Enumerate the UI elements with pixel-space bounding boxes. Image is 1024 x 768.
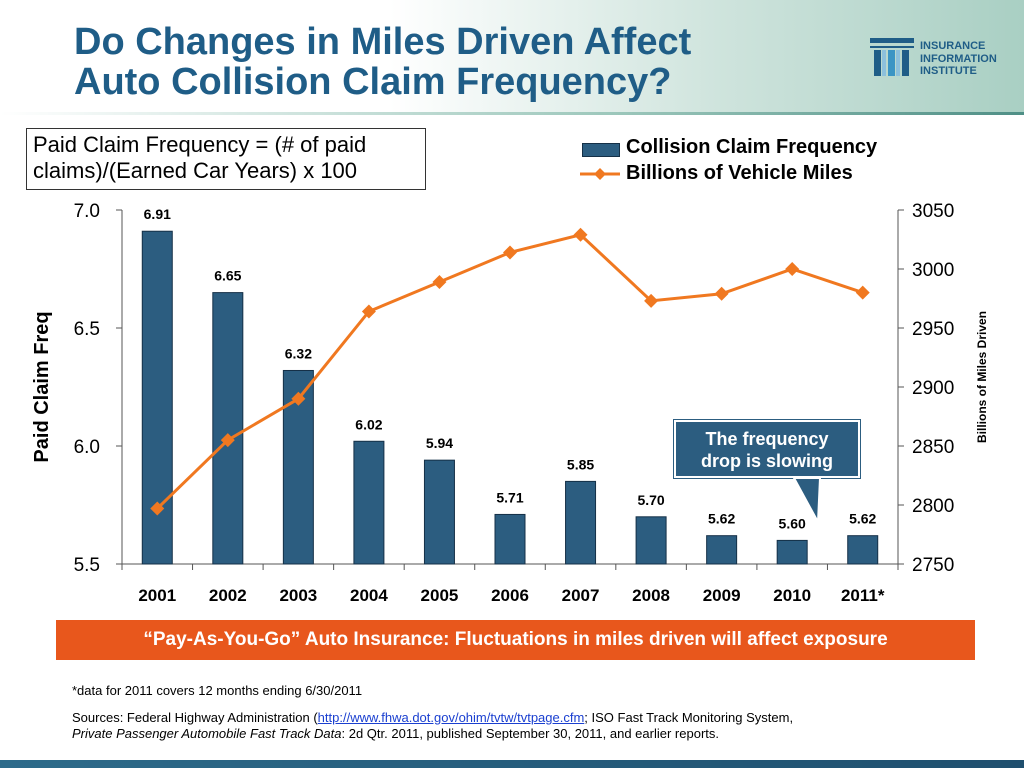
x-tick-label: 2005 <box>421 586 459 605</box>
header-band <box>0 0 1024 112</box>
legend-label-line: Billions of Vehicle Miles <box>626 162 853 184</box>
logo-text: INSURANCE INFORMATION INSTITUTE <box>920 40 997 78</box>
sources-note: Sources: Federal Highway Administration … <box>72 710 992 742</box>
y2-axis-title: Billions of Miles Driven <box>975 311 989 443</box>
x-tick-label: 2003 <box>279 586 317 605</box>
line-point <box>432 274 447 289</box>
definition-line-2: claims)/(Earned Car Years) x 100 <box>33 158 358 183</box>
footnote: *data for 2011 covers 12 months ending 6… <box>72 683 363 698</box>
left-tick-label: 6.5 <box>74 319 100 340</box>
page-title: Do Changes in Miles Driven Affect Auto C… <box>74 22 691 102</box>
legend-label-bar: Collision Claim Frequency <box>626 136 878 158</box>
fhwa-link[interactable]: http://www.fhwa.dot.gov/ohim/tvtw/tvtpag… <box>317 710 585 725</box>
callout-pointer <box>792 477 822 526</box>
x-tick-label: 2001 <box>138 586 176 605</box>
bar-value-label: 6.02 <box>355 416 382 432</box>
title-line-2: Auto Collision Claim Frequency? <box>74 61 672 103</box>
x-tick-label: 2002 <box>209 586 247 605</box>
logo-line-1: INSURANCE <box>920 40 986 52</box>
logo-line-3: INSTITUTE <box>920 65 977 77</box>
bar-value-label: 6.65 <box>214 268 241 284</box>
sources-suffix: : 2d Qtr. 2011, published September 30, … <box>341 726 719 741</box>
bar <box>565 480 597 565</box>
footer-rule <box>0 760 1024 768</box>
x-tick-label: 2009 <box>703 586 741 605</box>
callout-line-1: The frequency <box>705 429 829 449</box>
line-point <box>785 262 800 276</box>
callout-line-2: drop is slowing <box>700 451 833 471</box>
line-point <box>644 293 659 308</box>
left-tick-label: 5.5 <box>74 555 100 576</box>
exposure-banner: “Pay-As-You-Go” Auto Insurance: Fluctuat… <box>56 620 975 660</box>
x-tick-label: 2004 <box>350 586 388 605</box>
definition-line-1: Paid Claim Frequency = (# of paid <box>33 132 367 157</box>
line-point <box>150 501 165 516</box>
bar-value-label: 5.94 <box>426 435 453 451</box>
line-point <box>855 285 870 300</box>
bar <box>494 513 526 565</box>
logo-line-2: INFORMATION <box>920 52 997 65</box>
x-tick-label: 2007 <box>562 586 600 605</box>
bar-value-label: 5.85 <box>567 456 594 472</box>
y-axis-title: Paid Claim Freq <box>31 311 53 462</box>
callout-box: The frequency drop is slowing <box>674 420 860 478</box>
right-tick-label: 2850 <box>912 437 954 458</box>
bar <box>635 516 667 565</box>
legend-line-swatch <box>580 168 620 180</box>
left-tick-label: 7.0 <box>74 201 100 222</box>
x-tick-label: 2008 <box>632 586 670 605</box>
right-tick-label: 2900 <box>912 378 954 399</box>
right-tick-label: 3000 <box>912 260 954 281</box>
line-point <box>291 391 306 406</box>
title-line-1: Do Changes in Miles Driven Affect <box>74 21 692 63</box>
bar-value-label: 5.71 <box>496 489 523 505</box>
line-point <box>714 286 729 301</box>
right-tick-label: 3050 <box>912 201 954 222</box>
right-tick-label: 2750 <box>912 555 954 576</box>
bar-value-label: 5.62 <box>708 511 735 527</box>
iii-logo-icon <box>870 38 914 76</box>
bar <box>212 292 244 565</box>
line-point <box>220 433 235 448</box>
sources-italic-title: Private Passenger Automobile Fast Track … <box>72 726 342 741</box>
x-tick-label: 2010 <box>773 586 811 605</box>
right-tick-label: 2800 <box>912 496 954 517</box>
sources-prefix: Sources: Federal Highway Administration … <box>72 710 318 725</box>
header-divider <box>0 112 1024 115</box>
iii-logo: INSURANCE INFORMATION INSTITUTE <box>868 38 1018 82</box>
bar-value-label: 5.62 <box>849 511 876 527</box>
right-tick-label: 2950 <box>912 319 954 340</box>
bar-value-label: 5.70 <box>637 492 664 508</box>
x-tick-label: 2011* <box>841 586 885 605</box>
bar-value-label: 6.91 <box>144 206 171 222</box>
left-tick-label: 6.0 <box>74 437 100 458</box>
definition-box: Paid Claim Frequency = (# of paid claims… <box>26 128 426 190</box>
bar-value-label: 5.60 <box>779 515 806 531</box>
line-point <box>573 227 588 242</box>
sources-middle: ; ISO Fast Track Monitoring System, <box>584 710 794 725</box>
line-point <box>361 304 376 319</box>
bar <box>353 440 385 565</box>
bar <box>706 535 738 565</box>
bar-value-label: 6.32 <box>285 345 312 361</box>
bar <box>423 459 455 565</box>
chart-svg: 5.5 6.0 6.5 7.0 2750 2800 2850 2900 2950 3000 3050… <box>31 201 989 605</box>
bar <box>776 539 808 565</box>
legend-bar-swatch <box>582 143 620 157</box>
line-point <box>503 245 517 260</box>
bar <box>847 535 879 565</box>
x-tick-label: 2006 <box>491 586 529 605</box>
